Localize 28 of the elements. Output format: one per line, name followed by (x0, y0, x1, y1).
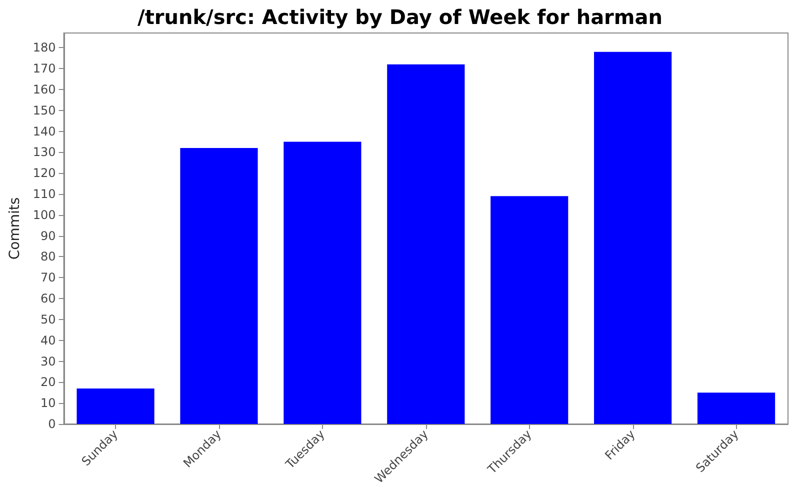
y-tick-label: 80 (40, 250, 56, 264)
y-tick-label: 60 (40, 292, 56, 306)
y-tick-label: 70 (40, 270, 56, 285)
y-tick-label: 100 (32, 208, 56, 222)
bar (284, 142, 362, 424)
bar (594, 52, 672, 424)
y-tick-label: 150 (32, 103, 56, 118)
bar (697, 392, 776, 424)
bar (387, 64, 465, 424)
y-tick-label: 40 (40, 333, 56, 348)
y-tick-label: 50 (40, 312, 56, 326)
bar (76, 388, 154, 424)
y-tick-label: 120 (32, 166, 56, 180)
chart-title: /trunk/src: Activity by Day of Week for harman (138, 5, 662, 29)
y-tick-label: 30 (40, 354, 56, 368)
y-tick-label: 90 (40, 228, 56, 243)
y-tick-label: 160 (32, 82, 56, 96)
y-axis-title: Commits (7, 197, 23, 260)
bar (490, 196, 568, 424)
y-tick-label: 20 (40, 375, 56, 390)
y-tick-label: 130 (32, 145, 56, 160)
bar (180, 148, 258, 424)
y-tick-label: 110 (32, 187, 56, 201)
y-tick-label: 0 (48, 417, 56, 431)
y-tick-label: 170 (32, 62, 56, 76)
y-tick-label: 140 (32, 124, 56, 138)
y-tick-label: 180 (32, 40, 56, 55)
y-tick-label: 10 (40, 396, 56, 410)
